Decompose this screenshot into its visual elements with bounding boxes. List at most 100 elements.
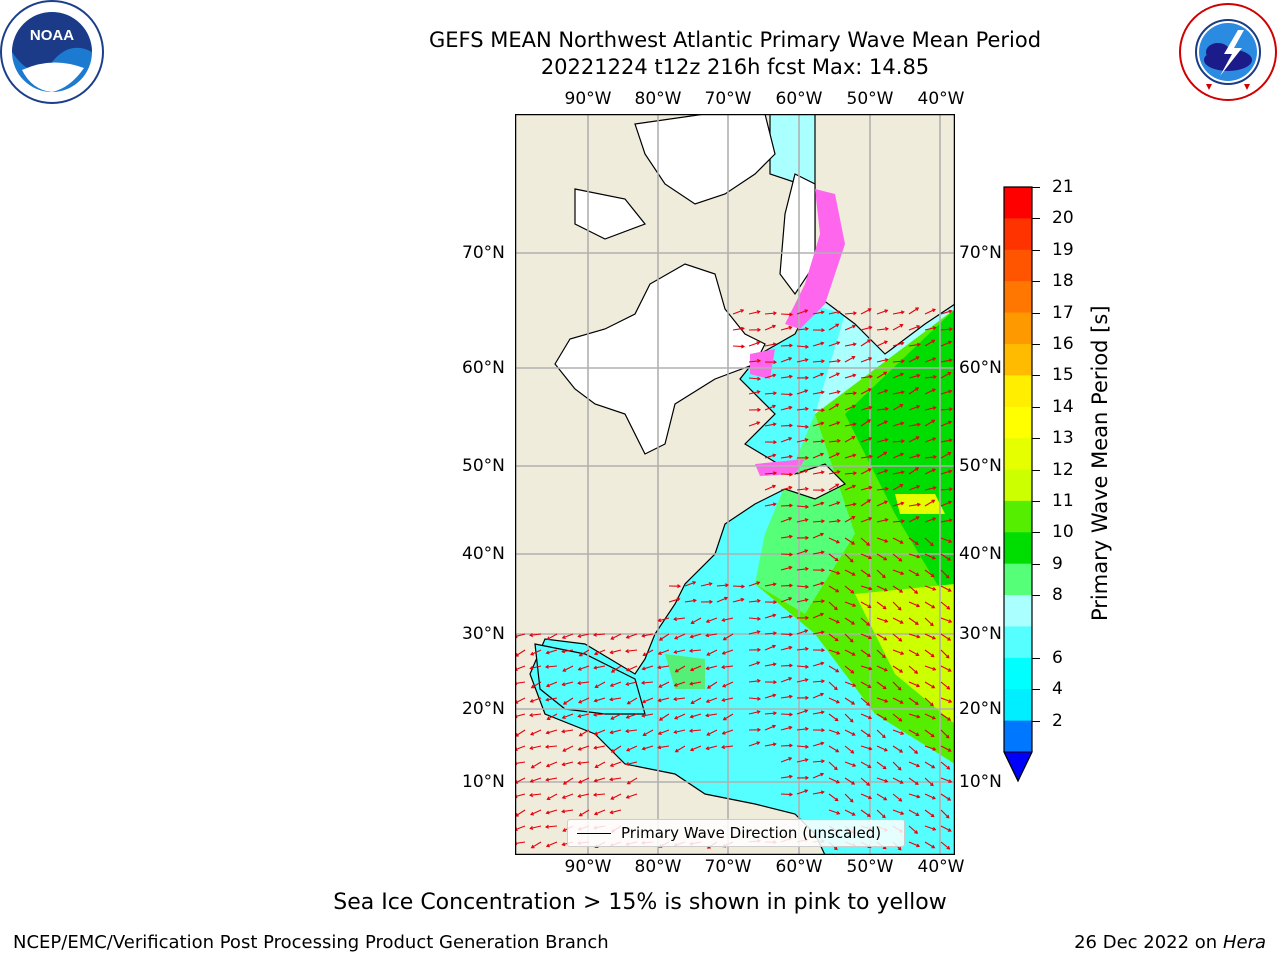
wave-arrow-head: [899, 404, 904, 408]
wave-arrow-head: [772, 484, 777, 489]
wave-arrow-head: [820, 612, 825, 617]
wave-arrow: [563, 777, 574, 785]
wave-arrow-head: [593, 745, 598, 750]
wave-arrow-head: [947, 797, 952, 801]
wave-arrow: [594, 729, 606, 735]
wave-arrow-head: [673, 697, 678, 702]
wave-arrow-head: [853, 391, 858, 396]
wave-arrow: [780, 566, 792, 571]
wave-arrow-head: [899, 589, 904, 593]
wave-arrow: [674, 729, 686, 734]
wave-arrow-head: [626, 780, 631, 785]
wave-arrow-head: [852, 342, 857, 347]
wave-arrow: [908, 325, 920, 331]
wave-arrow-head: [821, 759, 826, 764]
wave-arrow-head: [931, 339, 936, 344]
colorbar-tick-label: 21: [1052, 177, 1074, 197]
wave-arrow: [828, 520, 840, 523]
wave-arrow: [844, 537, 855, 545]
wave-arrow: [748, 377, 761, 380]
wave-arrow-head: [852, 502, 857, 507]
wave-arrow-head: [881, 814, 886, 819]
wave-arrow: [562, 713, 574, 719]
wave-arrow-head: [884, 778, 889, 783]
wave-arrow-head: [689, 634, 694, 639]
wave-arrow: [796, 345, 809, 348]
wave-arrow: [844, 405, 856, 411]
wave-arrow-head: [948, 779, 953, 784]
wave-arrow-head: [772, 453, 777, 458]
wave-arrow-head: [929, 622, 934, 627]
wave-arrow-head: [835, 588, 840, 593]
wave-arrow: [658, 649, 670, 655]
wave-arrow: [876, 633, 887, 641]
colorbar-segment: [1004, 375, 1032, 408]
colorbar-tick-label: 4: [1052, 679, 1063, 700]
wave-arrow-head: [900, 341, 905, 346]
wave-arrow-head: [561, 729, 566, 734]
wave-arrow-head: [883, 451, 888, 456]
wave-arrow: [860, 601, 871, 608]
wave-arrow: [748, 390, 760, 395]
wave-arrow: [764, 325, 776, 331]
wave-arrow: [659, 633, 670, 641]
wave-arrow: [691, 617, 702, 624]
wave-arrow-head: [545, 650, 550, 655]
wave-arrow: [764, 423, 776, 427]
wave-arrow: [860, 499, 871, 507]
wave-arrow: [876, 809, 886, 818]
wave-arrow: [908, 681, 920, 687]
wave-arrow: [706, 729, 718, 736]
colorbar-segment: [1004, 563, 1032, 596]
wave-arrow: [514, 825, 526, 831]
wave-arrow: [545, 665, 558, 668]
wave-arrow-head: [788, 774, 793, 779]
wave-arrow-head: [851, 436, 856, 440]
wave-arrow-head: [851, 516, 856, 520]
wave-arrow: [674, 713, 686, 720]
wave-arrow: [940, 537, 952, 543]
wave-arrow-head: [867, 419, 872, 423]
wave-arrow-head: [756, 310, 761, 314]
wave-arrow-head: [820, 532, 825, 537]
wave-arrow-head: [820, 452, 825, 457]
wave-arrow: [812, 440, 825, 443]
wave-arrow-head: [930, 813, 935, 818]
wave-arrow: [796, 648, 808, 651]
wave-arrow: [658, 729, 670, 735]
wave-arrow-head: [851, 812, 856, 816]
wave-arrow: [626, 665, 638, 672]
wave-arrow: [562, 665, 574, 672]
wave-arrow-head: [705, 619, 710, 624]
lat-label-right-70n: 70°N: [959, 243, 1002, 263]
wave-arrow-head: [883, 796, 888, 801]
wave-arrow: [844, 553, 854, 563]
wave-arrow: [876, 601, 887, 610]
wave-arrow: [530, 793, 542, 796]
lat-label-left-10n: 10°N: [462, 772, 505, 792]
wave-arrow-head: [641, 746, 646, 751]
wave-arrow: [611, 745, 622, 753]
colorbar-segment: [1004, 500, 1032, 533]
wave-arrow-head: [836, 438, 841, 443]
wave-arrow: [924, 376, 936, 379]
wave-arrow-head: [773, 360, 778, 365]
wave-arrow-head: [757, 696, 762, 701]
wave-arrow: [844, 436, 855, 443]
wave-arrow: [593, 633, 606, 636]
wave-arrow-head: [916, 324, 921, 329]
wave-arrow-head: [948, 699, 953, 704]
wave-arrow-head: [820, 390, 825, 395]
legend-label: Primary Wave Direction (unscaled): [621, 824, 882, 842]
wave-arrow-head: [914, 590, 919, 594]
wave-arrow: [892, 440, 905, 443]
wave-arrow-head: [788, 614, 793, 619]
wave-arrow: [892, 404, 903, 411]
chart-title: GEFS MEAN Northwest Atlantic Primary Wav…: [428, 28, 1042, 52]
wave-arrow-head: [756, 678, 761, 683]
wave-arrow: [908, 307, 919, 315]
wave-arrow: [531, 681, 542, 689]
colorbar-segment: [1004, 312, 1032, 345]
wave-arrow: [908, 436, 920, 443]
wave-arrow: [940, 681, 950, 690]
